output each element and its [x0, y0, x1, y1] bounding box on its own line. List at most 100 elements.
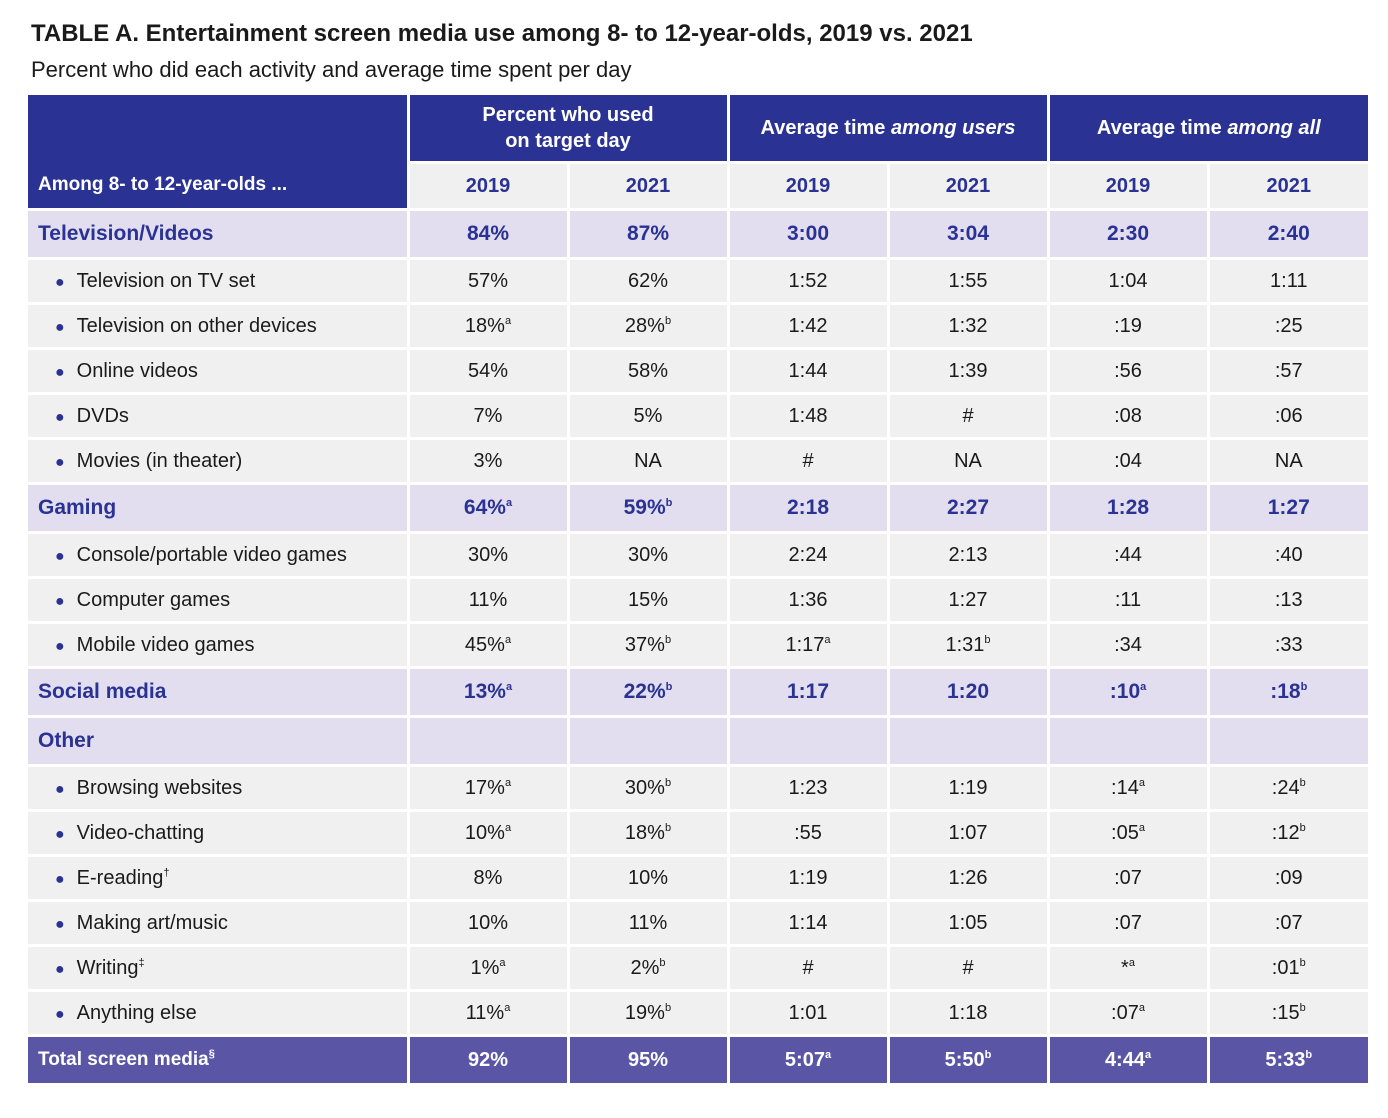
- significance-marker: b: [664, 776, 672, 789]
- year-header: 2019: [726, 162, 888, 211]
- table-cell: :11: [1046, 577, 1209, 624]
- cell-value: 3:04: [946, 222, 990, 245]
- cell-value: 5:07: [784, 1048, 825, 1071]
- table-cell: :08: [1046, 393, 1209, 440]
- cell-value: :25: [1274, 314, 1303, 337]
- table-row: ● Console/portable video games 30% 30% 2:24 2…: [28, 532, 1369, 579]
- row-label: ● Mobile video games: [28, 622, 408, 669]
- row-label: Television/Videos: [28, 209, 408, 260]
- table-cell: 1:31b: [886, 622, 1049, 669]
- table-cell: :13: [1206, 577, 1369, 624]
- row-label: Social media: [28, 667, 408, 718]
- significance-marker: a: [505, 497, 513, 509]
- significance-marker: a: [499, 956, 506, 969]
- significance-marker: a: [1138, 776, 1145, 789]
- cell-value: 95%: [627, 1048, 669, 1071]
- table-cell: 13%a: [406, 667, 568, 718]
- bullet-icon: ●: [55, 960, 65, 978]
- table-cell: 1:11: [1206, 258, 1369, 305]
- row-label-text: Mobile video games: [76, 633, 255, 656]
- cell-value: 1:39: [948, 359, 988, 382]
- table-cell: 87%: [566, 209, 728, 260]
- table-row: ● Mobile video games 45%a 37%b 1:17a 1:31b:34…: [28, 622, 1369, 669]
- cell-value: 1:23: [788, 776, 828, 799]
- cell-value: 62%: [627, 269, 669, 292]
- row-label: ● Computer games: [28, 577, 408, 624]
- row-label-text: Console/portable video games: [76, 543, 347, 566]
- table-cell: 11%a: [406, 990, 568, 1037]
- table-cell: 62%: [566, 258, 728, 305]
- cell-value: #: [802, 449, 814, 472]
- category-row: Social media 13%a 22%b 1:17 1:20:10a:18b: [28, 667, 1369, 718]
- row-label: ● Browsing websites: [28, 765, 408, 812]
- bullet-icon: ●: [55, 780, 65, 798]
- cell-value: 10%: [627, 866, 669, 889]
- table-cell: #: [886, 393, 1049, 440]
- cell-value: 2:27: [946, 496, 990, 519]
- table-cell: 5:50b: [886, 1035, 1049, 1083]
- row-label-text: Television/Videos: [38, 222, 214, 245]
- table-row: ● Movies (in theater) 3% NA # NA:04 NA: [28, 438, 1369, 485]
- header-avg-all-prefix: Average time: [1096, 117, 1228, 139]
- table-cell: 1:17: [726, 667, 888, 718]
- significance-marker: b: [1299, 821, 1306, 834]
- cell-value: :05: [1111, 821, 1139, 844]
- cell-value: 2:30: [1107, 222, 1150, 245]
- table-cell: #: [886, 945, 1049, 992]
- significance-marker: a: [505, 681, 513, 693]
- bullet-icon: ●: [55, 870, 65, 888]
- table-cell: 2:40: [1206, 209, 1369, 260]
- significance-marker: b: [659, 956, 666, 969]
- table-cell: 1:14: [726, 900, 888, 947]
- category-row: Gaming 64%a 59%b 2:18 2:27 1:28 1:27: [28, 483, 1369, 534]
- table-cell: 1:26: [886, 855, 1049, 902]
- cell-value: 30%: [467, 543, 509, 566]
- table-row: ● Video-chatting 10%a 18%b:55 1:07:05a:12b: [28, 810, 1369, 857]
- total-row: Total screen media§ 92% 95% 5:07a 5:50b 4:44a…: [28, 1035, 1369, 1083]
- bullet-icon: ●: [55, 273, 65, 291]
- table-cell: :10a: [1046, 667, 1209, 718]
- table-cell: 2:27: [886, 483, 1049, 534]
- cell-value: 15%: [627, 588, 669, 611]
- table-cell: #: [726, 945, 888, 992]
- cell-value: 37%: [624, 633, 665, 656]
- table-cell: [406, 716, 568, 767]
- table-cell: 2:13: [886, 532, 1049, 579]
- table-cell: 1:42: [726, 303, 888, 350]
- year-header: 2019: [406, 162, 568, 211]
- table-cell: :18b: [1206, 667, 1369, 718]
- cell-value: :12: [1271, 821, 1300, 844]
- table-cell: 1:19: [886, 765, 1049, 812]
- header-avg-users-prefix: Average time: [760, 117, 891, 139]
- cell-value: 1:19: [788, 866, 828, 889]
- cell-value: 45%: [464, 633, 505, 656]
- cell-value: 11%: [465, 1001, 505, 1024]
- cell-value: 1:55: [948, 269, 988, 292]
- significance-marker: a: [1138, 821, 1145, 834]
- bullet-icon: ●: [55, 408, 65, 426]
- cell-value: 5%: [633, 404, 663, 427]
- header-avg-users: Average time among users: [726, 95, 1049, 164]
- cell-value: :07: [1274, 911, 1303, 934]
- cell-value: 1:18: [948, 1001, 988, 1024]
- cell-value: 87%: [626, 222, 670, 245]
- cell-value: 17%: [464, 776, 505, 799]
- cell-value: 64%: [463, 496, 506, 519]
- category-row: Other: [28, 716, 1369, 767]
- cell-value: :07: [1111, 1001, 1139, 1024]
- table-cell: 1:36: [726, 577, 888, 624]
- table-cell: 1:04: [1046, 258, 1209, 305]
- header-avg-all-italic: among all: [1227, 117, 1321, 139]
- cell-value: :06: [1274, 404, 1303, 427]
- cell-value: 58%: [627, 359, 669, 382]
- table-row: ● E-reading† 8% 10% 1:19 1:26:07:09: [28, 855, 1369, 902]
- significance-marker: b: [664, 633, 672, 646]
- row-label: ● Making art/music: [28, 900, 408, 947]
- cell-value: :55: [794, 821, 822, 844]
- table-cell: 10%: [406, 900, 568, 947]
- table-cell: :33: [1206, 622, 1369, 669]
- row-label: ● E-reading†: [28, 855, 408, 902]
- row-label: ● Console/portable video games: [28, 532, 408, 579]
- cell-value: :10: [1109, 680, 1141, 703]
- table-cell: 37%b: [566, 622, 728, 669]
